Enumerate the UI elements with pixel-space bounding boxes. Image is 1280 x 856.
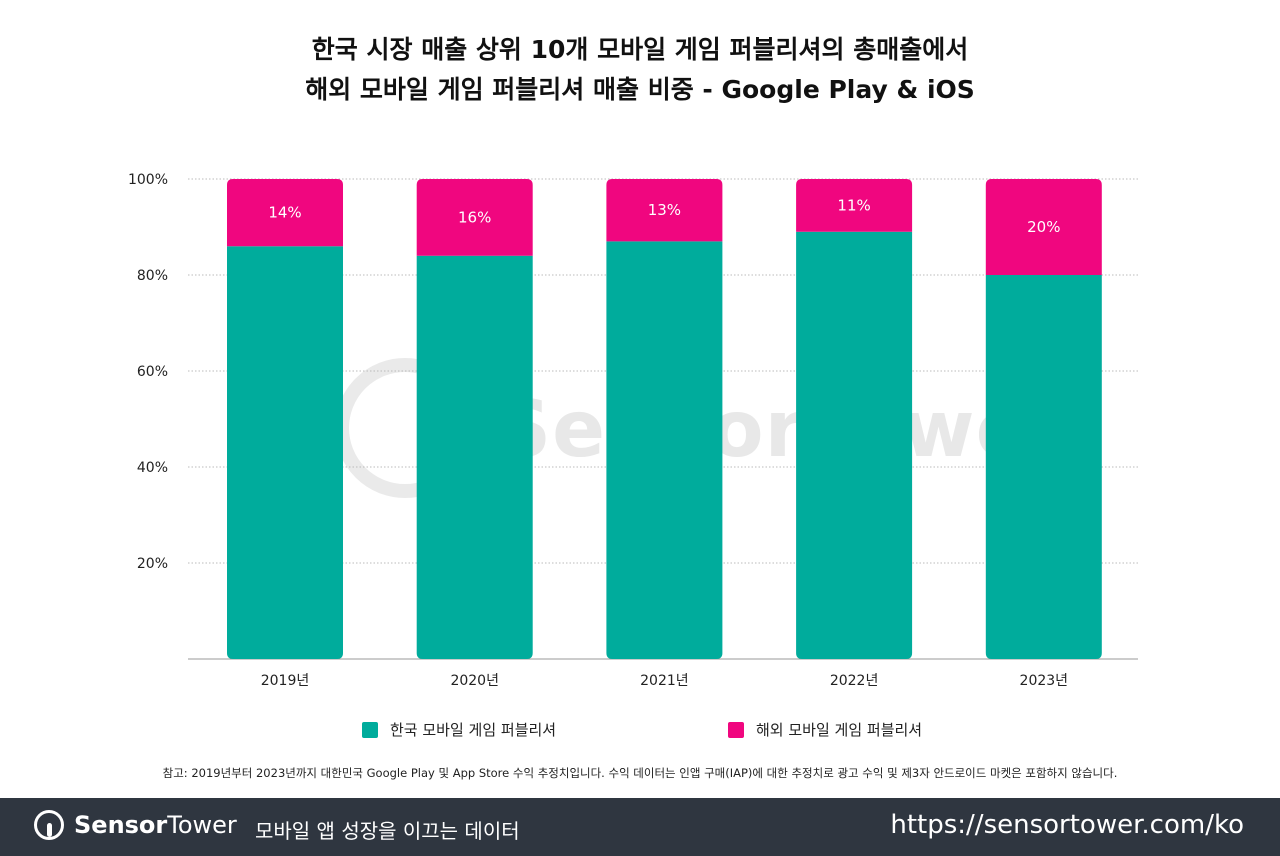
bar-segment bbox=[227, 179, 343, 247]
data-label: 20% bbox=[1027, 218, 1060, 236]
brand-bold: Sensor bbox=[74, 811, 168, 839]
title-line-1: 한국 시장 매출 상위 10개 모바일 게임 퍼블리셔의 총매출에서 bbox=[311, 35, 969, 64]
bar-segment bbox=[606, 179, 723, 242]
data-label: 11% bbox=[837, 196, 870, 214]
y-tick-label: 40% bbox=[137, 460, 168, 476]
legend-item-korean: 한국 모바일 게임 퍼블리셔 bbox=[362, 719, 556, 740]
x-tick-label: 2020년 bbox=[450, 673, 499, 689]
y-tick-label: 80% bbox=[137, 268, 168, 284]
watermark: SensorTower bbox=[495, 385, 1069, 475]
footer-url: https://sensortower.com/ko bbox=[890, 810, 1244, 840]
bar-segment bbox=[985, 275, 1102, 659]
sensortower-logo-icon bbox=[34, 810, 64, 840]
stacked-bar-chart: 20% 40% 60% 80% 100% 14% 2019년 16% 2020년 13% 2021년… bbox=[128, 172, 1138, 689]
x-tick-label: 2021년 bbox=[640, 673, 689, 689]
data-label: 13% bbox=[648, 201, 681, 219]
tagline: 모바일 앱 성장을 이끄는 데이터 bbox=[255, 819, 520, 843]
brand-light: Tower bbox=[167, 811, 237, 839]
legend-label: 해외 모바일 게임 퍼블리셔 bbox=[756, 721, 923, 739]
footnote: 참고: 2019년부터 2023년까지 대한민국 Google Play 및 A… bbox=[162, 766, 1118, 780]
data-label: 14% bbox=[268, 204, 301, 222]
bar-segment bbox=[227, 246, 343, 659]
x-tick-label: 2022년 bbox=[830, 673, 879, 689]
bar-segment bbox=[796, 179, 913, 232]
legend-swatch bbox=[362, 721, 378, 738]
y-tick-label: 60% bbox=[137, 364, 168, 380]
bar-segment bbox=[985, 179, 1102, 275]
y-tick-label: 100% bbox=[128, 172, 168, 188]
bar-segment bbox=[416, 255, 533, 660]
x-tick-label: 2023년 bbox=[1020, 673, 1069, 689]
bar-segment bbox=[416, 179, 533, 256]
data-label: 16% bbox=[458, 208, 491, 226]
bar-segment bbox=[796, 231, 913, 660]
legend-label: 한국 모바일 게임 퍼블리셔 bbox=[390, 721, 557, 739]
title-line-2: 해외 모바일 게임 퍼블리셔 매출 비중 - Google Play & iOS bbox=[305, 75, 975, 104]
legend-swatch bbox=[728, 721, 744, 738]
y-tick-label: 20% bbox=[137, 556, 168, 572]
footer: Sensor Tower 모바일 앱 성장을 이끄는 데이터 https://se… bbox=[0, 798, 1280, 856]
legend-item-foreign: 해외 모바일 게임 퍼블리셔 bbox=[728, 719, 922, 740]
chart-title: 한국 시장 매출 상위 10개 모바일 게임 퍼블리셔의 총매출에서 해외 모바… bbox=[0, 30, 1280, 110]
bar-segment bbox=[606, 241, 723, 659]
sensortower-logo: Sensor Tower bbox=[34, 810, 237, 840]
x-tick-label: 2019년 bbox=[261, 673, 310, 689]
